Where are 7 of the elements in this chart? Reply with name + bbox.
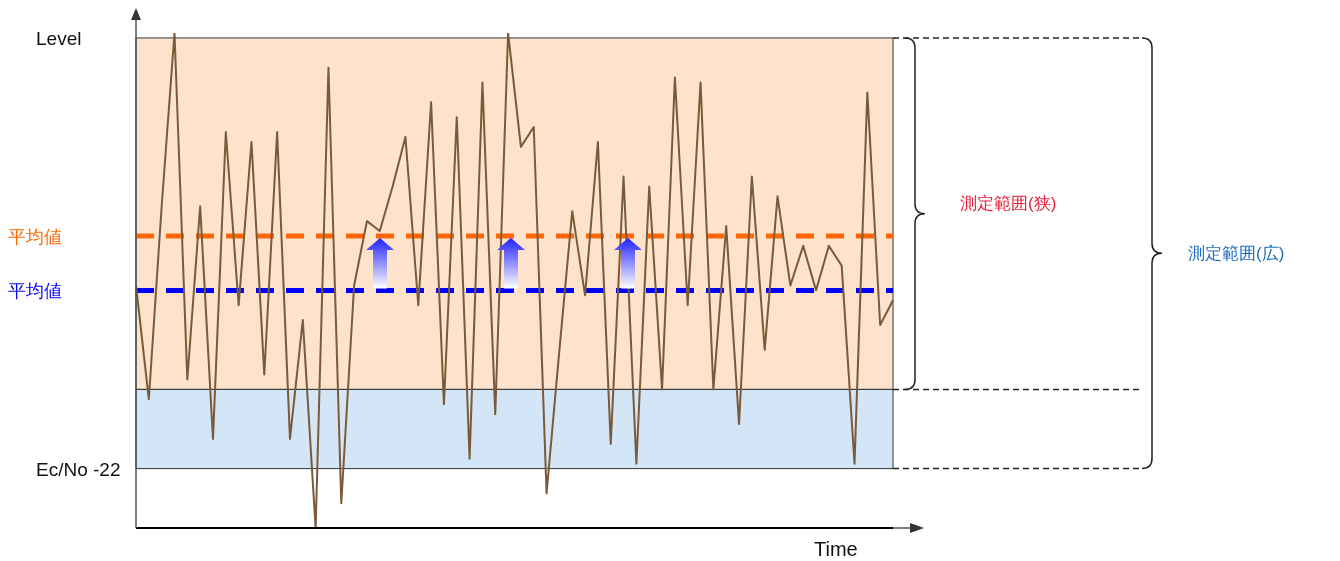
- x-axis-title: Time: [814, 538, 858, 560]
- ref-line-label: 平均値: [8, 281, 62, 302]
- text: 測定範囲(狭): [960, 193, 1057, 213]
- text: Ec/No -22: [36, 458, 121, 480]
- text: Level: [36, 27, 82, 49]
- ref-line-label: 平均値: [8, 226, 62, 247]
- text: 測定範囲(広): [1188, 244, 1285, 264]
